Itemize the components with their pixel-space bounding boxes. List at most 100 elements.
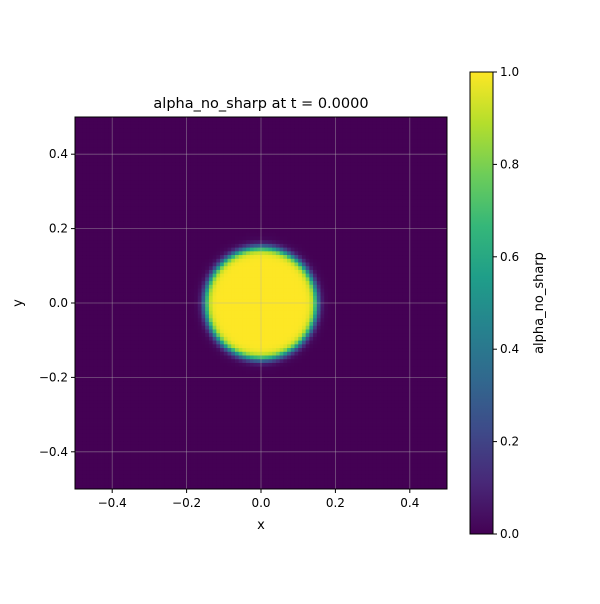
heatmap-cell [357, 351, 362, 356]
heatmap-cell [335, 433, 340, 438]
heatmap-cell [301, 321, 307, 326]
heatmap-cell [443, 336, 448, 341]
heatmap-cell [127, 410, 132, 415]
heatmap-cell [220, 485, 225, 490]
heatmap-cell [435, 381, 440, 386]
heatmap-cell [89, 462, 94, 468]
heatmap-cell [175, 425, 180, 430]
heatmap-cell [242, 306, 247, 311]
heatmap-cell [160, 358, 165, 363]
heatmap-cell [168, 399, 173, 404]
heatmap-cell [424, 422, 429, 427]
heatmap-cell [346, 466, 351, 471]
heatmap-cell [201, 399, 206, 404]
heatmap-cell [275, 440, 280, 445]
heatmap-cell [331, 477, 336, 482]
heatmap-cell [324, 332, 329, 337]
heatmap-cell [387, 462, 392, 468]
heatmap-cell [409, 358, 414, 363]
heatmap-cell [439, 436, 444, 442]
heatmap-cell [350, 444, 355, 449]
heatmap-cell [249, 462, 254, 468]
heatmap-cell [309, 377, 314, 382]
heatmap-cell [97, 418, 102, 423]
heatmap-cell [156, 303, 161, 308]
heatmap-cell [149, 321, 154, 326]
heatmap-cell [420, 440, 426, 445]
heatmap-cell [197, 343, 202, 349]
heatmap-cell [435, 440, 440, 445]
heatmap-cell [123, 474, 128, 479]
heatmap-cell [428, 332, 433, 337]
heatmap-cell [346, 448, 351, 453]
heatmap-cell [368, 303, 373, 308]
heatmap-cell [138, 336, 143, 341]
heatmap-cell [104, 314, 109, 319]
heatmap-cell [156, 340, 161, 345]
heatmap-cell [156, 381, 161, 386]
heatmap-cell [275, 355, 280, 360]
heatmap-cell [246, 403, 251, 408]
heatmap-cell [368, 462, 373, 468]
heatmap-cell [398, 481, 403, 486]
heatmap-cell [238, 462, 243, 468]
heatmap-cell [78, 392, 83, 397]
heatmap-cell [86, 440, 91, 445]
heatmap-cell [346, 422, 351, 427]
heatmap-cell [82, 429, 87, 434]
heatmap-cell [223, 325, 228, 330]
heatmap-cell [223, 429, 228, 434]
heatmap-cell [305, 369, 310, 375]
heatmap-cell [287, 481, 292, 486]
heatmap-cell [194, 384, 199, 389]
heatmap-cell [361, 470, 366, 475]
heatmap-cell [86, 414, 91, 419]
heatmap-cell [268, 425, 273, 430]
heatmap-cell [275, 418, 280, 423]
heatmap-cell [197, 429, 202, 434]
heatmap-cell [316, 369, 321, 375]
heatmap-cell [179, 477, 184, 482]
heatmap-cell [275, 369, 280, 375]
heatmap-cell [205, 332, 210, 337]
heatmap-cell [391, 314, 396, 319]
heatmap-cell [301, 347, 307, 352]
heatmap-cell [380, 355, 385, 360]
heatmap-cell [361, 366, 366, 371]
heatmap-cell [290, 414, 295, 419]
heatmap-cell [327, 466, 333, 471]
heatmap-cell [197, 317, 202, 322]
heatmap-cell [324, 470, 329, 475]
heatmap-cell [350, 388, 355, 393]
heatmap-cell [104, 381, 109, 386]
heatmap-cell [175, 407, 180, 412]
heatmap-cell [104, 332, 109, 337]
heatmap-cell [428, 317, 433, 322]
heatmap-cell [346, 343, 351, 349]
heatmap-cell [138, 414, 143, 419]
heatmap-cell [365, 351, 370, 356]
heatmap-cell [372, 358, 377, 363]
heatmap-cell [242, 399, 247, 404]
heatmap-cell [424, 351, 429, 356]
heatmap-cell [383, 403, 388, 408]
heatmap-cell [376, 477, 381, 482]
heatmap-cell [420, 329, 426, 334]
heatmap-cell [394, 314, 400, 319]
heatmap-cell [424, 347, 429, 352]
heatmap-cell [156, 336, 161, 341]
heatmap-cell [380, 418, 385, 423]
heatmap-cell [216, 399, 221, 404]
heatmap-cell [115, 455, 121, 460]
heatmap-cell [138, 351, 143, 356]
heatmap-cell [313, 477, 318, 482]
heatmap-cell [443, 433, 448, 438]
heatmap-cell [357, 433, 362, 438]
heatmap-cell [387, 444, 392, 449]
heatmap-cell [324, 314, 329, 319]
heatmap-cell [420, 433, 426, 438]
heatmap-cell [420, 392, 426, 397]
heatmap-cell [339, 373, 344, 378]
heatmap-cell [324, 414, 329, 419]
heatmap-cell [160, 347, 165, 352]
